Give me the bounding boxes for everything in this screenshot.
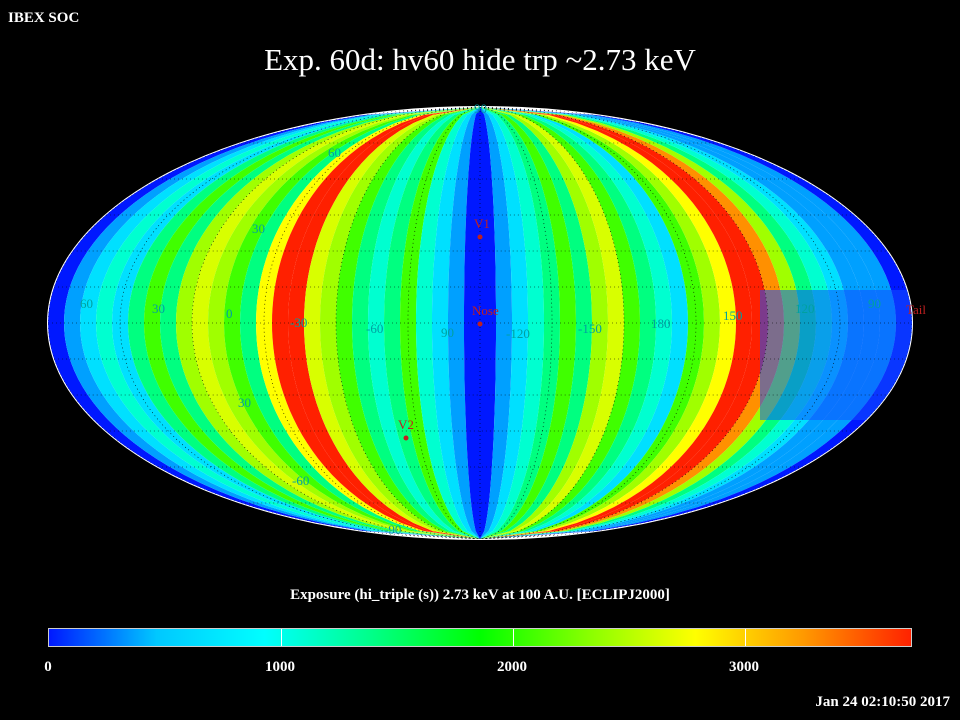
org-label: IBEX SOC xyxy=(8,10,80,26)
colorbar-tick-3000: 3000 xyxy=(729,659,759,675)
exposure-band xyxy=(416,107,480,539)
exposure-band xyxy=(432,107,480,539)
graticule-meridian xyxy=(479,107,769,539)
lon-label-120: 120 xyxy=(795,301,815,316)
lat-label-90s: -90 xyxy=(384,522,401,537)
exposure-band xyxy=(384,107,480,539)
colorbar-tick-0: 0 xyxy=(44,659,52,675)
graticule-meridian xyxy=(479,107,553,539)
lat-label-90n: 90 xyxy=(474,101,487,116)
colorbar-tick-mark xyxy=(745,629,746,646)
lat-label-30n: 30 xyxy=(252,221,265,236)
exposure-band xyxy=(480,107,592,539)
lat-label-60n: 60 xyxy=(328,145,341,160)
colorbar xyxy=(48,628,912,647)
exposure-band xyxy=(480,107,544,539)
exposure-band xyxy=(480,107,528,539)
lon-label-m120: -120 xyxy=(506,326,530,341)
exposure-band xyxy=(400,107,480,539)
v1-label: V1 xyxy=(474,216,490,231)
lon-label-180: 180 xyxy=(651,316,671,331)
lon-label-m150: -150 xyxy=(578,321,602,336)
lon-label-150: 150 xyxy=(723,308,743,323)
colorbar-title: Exposure (hi_triple (s)) 2.73 keV at 100… xyxy=(290,587,670,603)
exposure-band xyxy=(368,107,480,539)
v1-marker xyxy=(477,234,483,240)
lat-label-60s: -60 xyxy=(292,473,309,488)
tail-label: Tail xyxy=(906,302,926,317)
lon-label-0: 0 xyxy=(226,306,233,321)
lon-label-m30: -30 xyxy=(290,315,307,330)
map-title: Exp. 60d: hv60 hide trp ~2.73 keV xyxy=(264,42,696,77)
colorbar-tick-1000: 1000 xyxy=(265,659,295,675)
lon-label-60: 60 xyxy=(80,296,93,311)
lon-label-90e: 90 xyxy=(868,296,881,311)
graticule-meridian xyxy=(191,107,481,539)
graticule-meridian xyxy=(407,107,481,539)
graticule-meridian xyxy=(263,107,481,539)
nose-label: Nose xyxy=(472,303,499,318)
colorbar-tick-mark xyxy=(281,629,282,646)
skymap: 90 60 30 30 -60 -90 60 30 0 -30 -60 90 -… xyxy=(47,101,926,540)
graticule-meridian xyxy=(479,107,697,539)
lon-label-90: 90 xyxy=(441,325,454,340)
v2-label: V2 xyxy=(398,417,414,432)
colorbar-tick-2000: 2000 xyxy=(497,659,527,675)
graticule xyxy=(48,107,912,539)
low-exposure-patch xyxy=(760,290,912,420)
lon-label-m60: -60 xyxy=(366,321,383,336)
timestamp: Jan 24 02:10:50 2017 xyxy=(815,694,950,710)
exposure-band xyxy=(480,107,576,539)
colorbar-tick-mark xyxy=(513,629,514,646)
lon-label-30: 30 xyxy=(152,301,165,316)
nose-marker xyxy=(477,321,483,327)
lat-label-30s: 30 xyxy=(238,395,251,410)
exposure-band xyxy=(480,107,560,539)
v2-marker xyxy=(403,435,409,441)
